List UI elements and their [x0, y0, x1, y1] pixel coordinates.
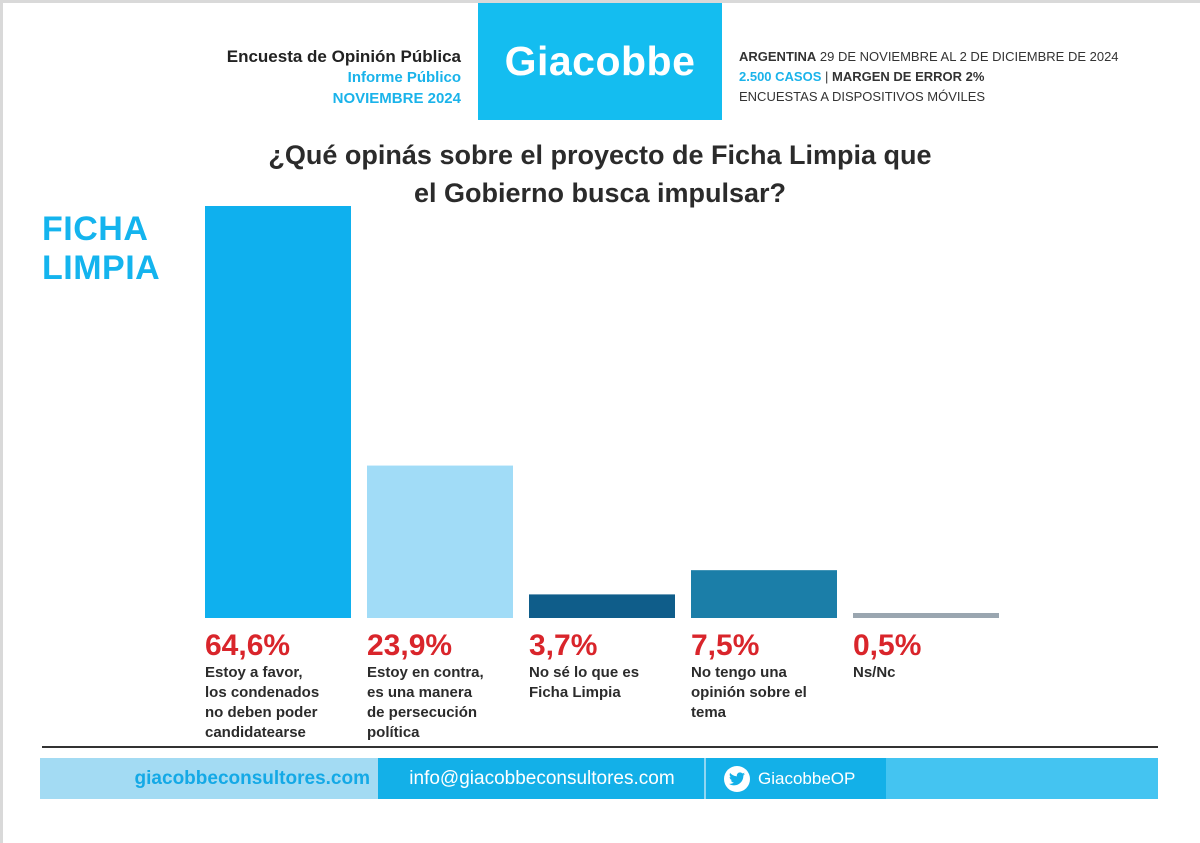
report-month: NOVIEMBRE 2024 — [332, 90, 461, 107]
page-frame-left — [0, 0, 3, 843]
case-count: 2.500 CASOS — [739, 69, 822, 84]
footer-bar: giacobbeconsultores.com info@giacobbecon… — [40, 758, 1158, 799]
bar-label-4: 7,5% No tengo una opinión sobre el tema — [691, 628, 841, 723]
twitter-icon — [724, 765, 750, 792]
bar-3 — [529, 594, 675, 618]
bar-category-label: Estoy a favor, los condenados no deben pod… — [205, 663, 355, 743]
chart-title: ¿Qué opinás sobre el proyecto de Ficha L… — [200, 136, 1000, 212]
bar-category-label: Ns/Nc — [853, 663, 1003, 683]
brand-name: Giacobbe — [504, 38, 696, 84]
bar-1 — [205, 206, 351, 618]
bar-value-label: 23,9% — [367, 629, 453, 662]
bar-category-label: Estoy en contra, es una manera de persecuc… — [367, 663, 517, 743]
bar-5 — [853, 613, 999, 618]
category-label-line: No tengo una — [691, 664, 787, 681]
topic-title-line-1: FICHA — [42, 210, 149, 248]
survey-method: ENCUESTAS A DISPOSITIVOS MÓVILES — [739, 89, 986, 104]
bar-category-label: No sé lo que es Ficha Limpia — [529, 663, 679, 703]
bar-value-label: 0,5% — [853, 629, 922, 662]
email-link[interactable]: info@giacobbeconsultores.com — [378, 758, 706, 799]
category-label-line: Ficha Limpia — [529, 684, 621, 701]
category-label-line: candidatearse — [205, 724, 306, 741]
category-label-line: de persecución — [367, 704, 478, 721]
bar-value-label: 7,5% — [691, 629, 760, 662]
header-left: Encuesta de Opinión Pública Informe Públ… — [227, 46, 461, 109]
survey-dates: 29 DE NOVIEMBRE AL 2 DE DICIEMBRE DE 202… — [819, 49, 1119, 64]
twitter-link[interactable]: GiacobbeOP — [706, 758, 886, 799]
topic-title: FICHA LIMPIA — [42, 210, 160, 288]
category-label-line: opinión sobre el — [691, 684, 807, 701]
category-label-line: política — [367, 724, 420, 741]
chart-title-line-1: ¿Qué opinás sobre el proyecto de Ficha L… — [268, 140, 932, 170]
bar-label-3: 3,7% No sé lo que es Ficha Limpia — [529, 628, 679, 703]
bar-value-label: 64,6% — [205, 629, 291, 662]
bar-label-5: 0,5% Ns/Nc — [853, 628, 1003, 683]
category-label-line: Estoy a favor, — [205, 664, 303, 681]
chart-title-line-2: el Gobierno busca impulsar? — [413, 178, 787, 208]
bar-2 — [367, 465, 513, 618]
category-label-line: no deben poder — [205, 704, 318, 721]
category-label-line: No sé lo que es — [529, 664, 640, 681]
report-type: Informe Público — [347, 69, 461, 86]
bar-value-label: 3,7% — [529, 629, 598, 662]
margin-of-error: MARGEN DE ERROR 2% — [832, 69, 985, 84]
twitter-handle: GiacobbeOP — [758, 768, 856, 788]
country: ARGENTINA — [739, 49, 817, 64]
category-label-line: Ns/Nc — [853, 664, 896, 681]
brand-logo: Giacobbe — [478, 3, 722, 120]
page-frame-top — [0, 0, 1200, 3]
footer-divider — [42, 746, 1158, 748]
category-label-line: Estoy en contra, — [367, 664, 484, 681]
bar-label-2: 23,9% Estoy en contra, es una manera de per… — [367, 628, 517, 743]
bar-label-1: 64,6% Estoy a favor, los condenados no debe… — [205, 628, 355, 743]
bar-category-label: No tengo una opinión sobre el tema — [691, 663, 841, 723]
category-label-line: los condenados — [205, 684, 320, 701]
bar-4 — [691, 570, 837, 618]
header-right: ARGENTINA 29 DE NOVIEMBRE AL 2 DE DICIEM… — [739, 47, 1119, 107]
separator: | — [825, 69, 829, 84]
category-label-line: tema — [691, 704, 727, 721]
footer-separator — [704, 758, 707, 799]
category-label-line: es una manera — [367, 684, 473, 701]
topic-title-line-2: LIMPIA — [42, 249, 161, 287]
website-link[interactable]: giacobbeconsultores.com — [40, 758, 378, 799]
survey-title: Encuesta de Opinión Pública — [226, 47, 461, 66]
